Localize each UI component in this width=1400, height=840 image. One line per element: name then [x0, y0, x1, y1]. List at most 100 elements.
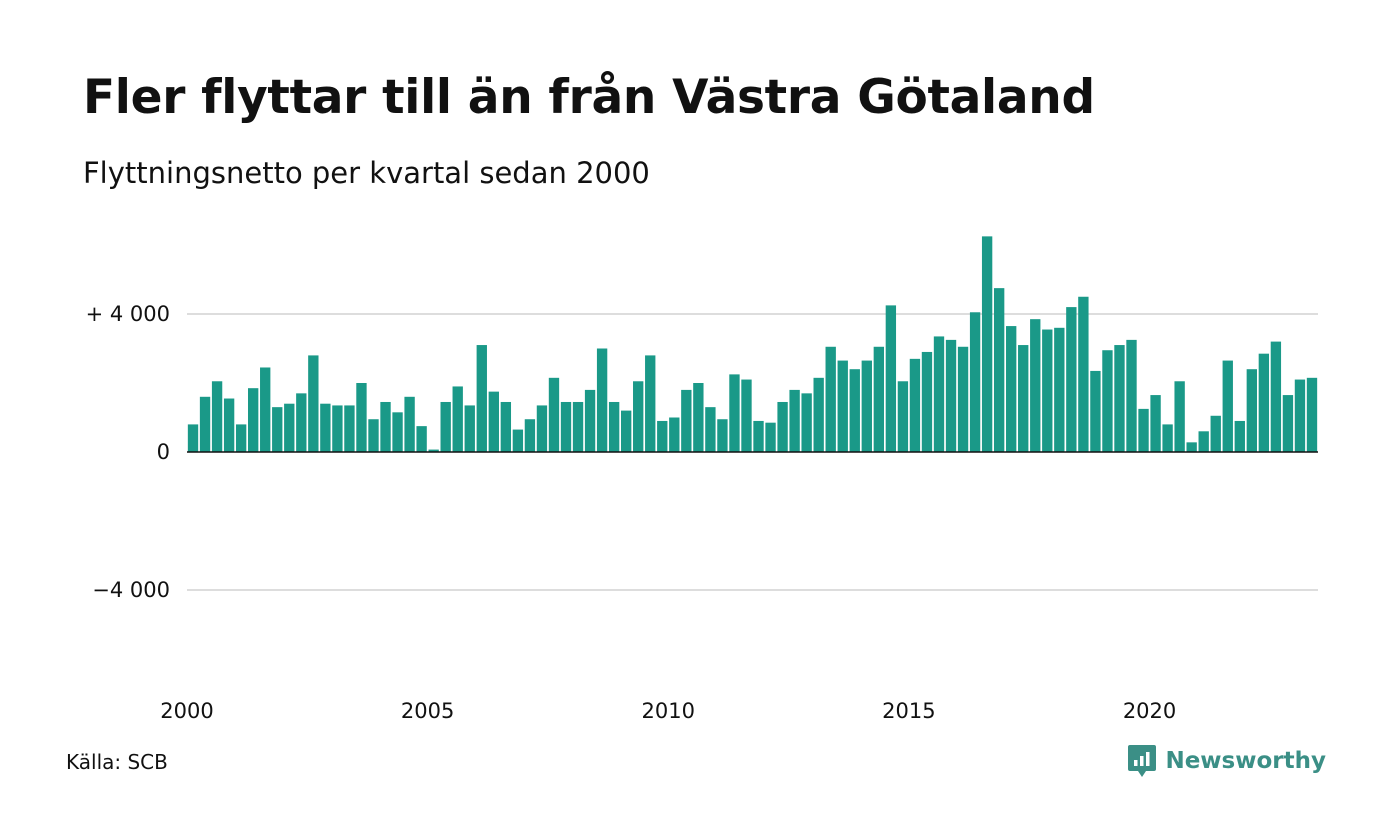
bar: 2003 K4 [368, 419, 379, 453]
bar-chart: 2000 K12000 K22000 K32000 K42001 K12001 … [86, 236, 1318, 723]
bar: 2011 K1 [717, 419, 728, 453]
bar: 2012 K2 [777, 401, 788, 453]
bar: 2011 K4 [753, 420, 764, 452]
bar: 2015 K4 [945, 339, 957, 453]
bar: 2022 K1 [1246, 369, 1257, 452]
bar: 2001 K1 [235, 424, 247, 452]
x-tick-label: 2015 [882, 699, 935, 723]
bar: 2012 K3 [789, 389, 800, 452]
bar: 2022 K2 [1258, 353, 1270, 453]
bar: 2020 K3 [1174, 381, 1185, 452]
bar: 2013 K3 [837, 360, 848, 452]
bar: 2019 K2 [1114, 345, 1125, 452]
bar: 2004 K1 [380, 401, 391, 453]
bar: 2010 K3 [693, 383, 704, 452]
bar: 2003 K3 [356, 383, 367, 452]
bar: 2009 K3 [645, 355, 656, 452]
bar: 2003 K2 [344, 405, 355, 453]
bar: 2014 K4 [897, 381, 909, 452]
bar: 2001 K4 [272, 407, 283, 452]
bar: 2004 K2 [392, 412, 403, 452]
bar: 2014 K2 [873, 346, 885, 452]
bar: 2007 K1 [524, 419, 536, 453]
bar: 2006 K4 [512, 429, 524, 452]
bar: 2010 K2 [681, 389, 692, 452]
bar: 2020 K4 [1186, 442, 1197, 452]
bar: 2019 K4 [1138, 408, 1149, 453]
y-tick-label: 0 [157, 440, 170, 464]
bar: 2006 K3 [500, 401, 512, 453]
bar: 2021 K1 [1198, 431, 1209, 452]
bar: 2001 K2 [248, 388, 259, 453]
bar: 2016 K4 [993, 288, 1005, 453]
bar: 2002 K2 [296, 393, 307, 452]
bar: 2005 K4 [464, 405, 475, 453]
bar: 2016 K3 [981, 236, 993, 452]
bar: 2002 K3 [308, 355, 319, 452]
bar: 2015 K2 [921, 351, 933, 452]
bar: 2021 K3 [1222, 360, 1233, 452]
y-tick-label: + 4 000 [86, 302, 170, 326]
x-tick-label: 2000 [160, 699, 213, 723]
bar: 2019 K3 [1126, 339, 1137, 453]
x-tick-label: 2005 [401, 699, 454, 723]
bar: 2012 K4 [801, 393, 812, 452]
bar: 2000 K1 [187, 424, 199, 452]
bar: 2013 K1 [813, 377, 824, 452]
bar: 2013 K4 [849, 369, 860, 452]
labels-layer: + 4 000 0 −4 000 2000 2005 2010 2015 2020 [86, 302, 1177, 723]
bar: 2020 K1 [1150, 395, 1161, 452]
bar: 2023 K2 [1306, 377, 1318, 452]
bar: 2015 K1 [909, 358, 921, 452]
bar: 2021 K4 [1234, 420, 1245, 452]
bar: 2018 K4 [1090, 370, 1101, 453]
bar: 2012 K1 [765, 422, 776, 453]
bar: 2017 K1 [1006, 326, 1017, 452]
x-tick-label: 2010 [642, 699, 695, 723]
bar: 2010 K4 [705, 407, 716, 452]
grid-layer [187, 313, 1318, 591]
bar: 2022 K4 [1282, 395, 1294, 452]
brand-logo: Newsworthy [1127, 744, 1326, 778]
bar: 2008 K3 [596, 348, 608, 452]
bar: 2000 K3 [211, 381, 223, 452]
bar: 2018 K3 [1078, 296, 1089, 452]
bar: 2002 K1 [284, 403, 295, 452]
bar: 2014 K3 [885, 305, 897, 453]
bar: 2017 K4 [1042, 329, 1053, 452]
bar: 2021 K2 [1210, 415, 1221, 452]
bar: 2016 K1 [957, 346, 969, 452]
bar: 2009 K4 [657, 420, 668, 452]
bar: 2005 K2 [440, 401, 451, 453]
bar: 2001 K3 [260, 367, 271, 453]
bar: 2016 K2 [969, 312, 981, 452]
x-tick-label: 2020 [1123, 699, 1176, 723]
bar: 2000 K2 [199, 396, 211, 452]
bar: 2009 K1 [620, 410, 632, 452]
bar: 2007 K4 [560, 401, 572, 453]
bar: 2008 K4 [608, 401, 620, 453]
bar: 2007 K2 [536, 405, 548, 453]
bar: 2010 K1 [669, 417, 680, 452]
chart-title: Fler flyttar till än från Västra Götalan… [83, 70, 1095, 125]
bar: 2015 K3 [933, 336, 945, 453]
bar: 2023 K1 [1294, 379, 1306, 452]
bar: 2006 K1 [476, 345, 487, 452]
bar: 2003 K1 [332, 405, 343, 453]
bar: 2011 K3 [741, 379, 752, 452]
brand-name: Newsworthy [1165, 748, 1326, 774]
bars-layer: 2000 K12000 K22000 K32000 K42001 K12001 … [187, 236, 1318, 453]
bar: 2020 K2 [1162, 424, 1173, 452]
bar: 2002 K4 [320, 403, 331, 452]
bar: 2022 K3 [1270, 341, 1282, 452]
bar: 2000 K4 [223, 398, 235, 452]
bar: 2006 K2 [488, 391, 499, 453]
bar: 2008 K2 [584, 389, 596, 452]
newsworthy-logo-icon [1128, 745, 1157, 777]
source-note: Källa: SCB [66, 750, 168, 774]
bar: 2009 K2 [633, 381, 644, 452]
bar: 2005 K1 [428, 449, 439, 452]
bar: 2014 K1 [861, 360, 872, 452]
bar: 2018 K2 [1066, 307, 1077, 452]
bar: 2017 K3 [1030, 319, 1041, 452]
